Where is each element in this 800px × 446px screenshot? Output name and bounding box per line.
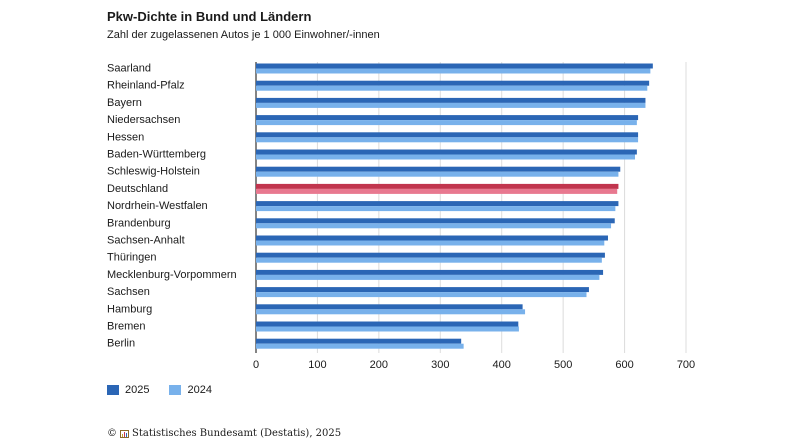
x-tick-label: 700 (677, 359, 695, 371)
category-label: Baden-Württemberg (107, 149, 206, 161)
bar-2024[interactable] (256, 223, 612, 229)
bar-2025[interactable] (256, 287, 589, 293)
category-label: Sachsen (107, 286, 150, 298)
bar-2025[interactable] (256, 235, 608, 241)
category-label: Hamburg (107, 303, 152, 315)
bar-2025[interactable] (256, 80, 650, 86)
bar-2025[interactable] (256, 115, 639, 121)
category-labels: Saarland Rheinland-Pfalz Bayern Niedersachs… (107, 63, 237, 350)
category-label: Bremen (107, 321, 146, 333)
category-label: Schleswig-Holstein (107, 166, 200, 178)
legend-swatch-2024 (169, 385, 182, 395)
category-label: Berlin (107, 338, 135, 350)
x-tick-label: 500 (554, 359, 572, 371)
x-axis-ticks: 0 100 200 300 400 500 600 700 (253, 359, 695, 371)
bar-2025[interactable] (256, 321, 519, 327)
category-label: Thüringen (107, 252, 157, 264)
bar-2025[interactable] (256, 183, 619, 189)
category-label: Rheinland-Pfalz (107, 80, 185, 92)
legend-item-2025[interactable]: 2025 (107, 384, 149, 396)
category-label: Hessen (107, 131, 144, 143)
bar-2024[interactable] (256, 326, 519, 332)
bar-2024[interactable] (256, 85, 648, 91)
bar-2025[interactable] (256, 132, 639, 138)
bar-2025[interactable] (256, 166, 621, 172)
x-tick-label: 400 (493, 359, 511, 371)
bar-2025[interactable] (256, 149, 637, 155)
category-label: Niedersachsen (107, 114, 180, 126)
source-footer: © Statistisches Bundesamt (Destatis), 20… (107, 428, 341, 439)
bar-2024[interactable] (256, 240, 605, 246)
bar-2024[interactable] (256, 120, 637, 126)
bar-2025[interactable] (256, 338, 462, 344)
bar-2024[interactable] (256, 257, 602, 263)
copyright-symbol: © (107, 428, 117, 439)
bars-layer (256, 63, 653, 349)
category-label: Brandenburg (107, 217, 171, 229)
bar-2024[interactable] (256, 171, 619, 177)
x-tick-label: 200 (370, 359, 388, 371)
bar-2024[interactable] (256, 154, 636, 160)
chart-title: Pkw-Dichte in Bund und Ländern (107, 9, 312, 24)
legend: 2025 2024 (107, 384, 232, 396)
bar-2025[interactable] (256, 269, 604, 275)
bar-2024[interactable] (256, 68, 651, 74)
bar-2024[interactable] (256, 137, 639, 143)
bar-2024[interactable] (256, 292, 587, 298)
category-label: Mecklenburg-Vorpommern (107, 269, 237, 281)
bar-chart: Saarland Rheinland-Pfalz Bayern Niedersachs… (107, 62, 695, 371)
bar-2025[interactable] (256, 97, 646, 103)
legend-swatch-2025 (107, 385, 119, 395)
bar-2025[interactable] (256, 218, 615, 224)
x-tick-label: 300 (431, 359, 449, 371)
bar-2024[interactable] (256, 309, 526, 315)
chart-subtitle: Zahl der zugelassenen Autos je 1 000 Ein… (107, 29, 380, 41)
x-tick-label: 0 (253, 359, 259, 371)
bar-2024[interactable] (256, 188, 618, 194)
bar-2024[interactable] (256, 102, 646, 108)
category-label: Sachsen-Anhalt (107, 235, 185, 247)
category-label: Saarland (107, 63, 151, 75)
legend-item-2024[interactable]: 2024 (169, 384, 212, 396)
category-label: Nordrhein-Westfalen (107, 200, 208, 212)
bar-2025[interactable] (256, 252, 605, 258)
legend-label-2024: 2024 (187, 384, 212, 396)
category-label: Bayern (107, 97, 142, 109)
bar-2024[interactable] (256, 206, 616, 212)
x-tick-label: 600 (615, 359, 633, 371)
legend-label-2025: 2025 (125, 384, 150, 396)
source-text: Statistisches Bundesamt (Destatis), 2025 (132, 428, 342, 439)
destatis-logo-icon (120, 429, 129, 438)
bar-2024[interactable] (256, 343, 464, 349)
bar-2025[interactable] (256, 201, 619, 207)
category-label: Deutschland (107, 183, 168, 195)
bar-2024[interactable] (256, 274, 600, 280)
bar-2025[interactable] (256, 63, 653, 69)
x-tick-label: 100 (308, 359, 326, 371)
bar-2025[interactable] (256, 304, 523, 310)
